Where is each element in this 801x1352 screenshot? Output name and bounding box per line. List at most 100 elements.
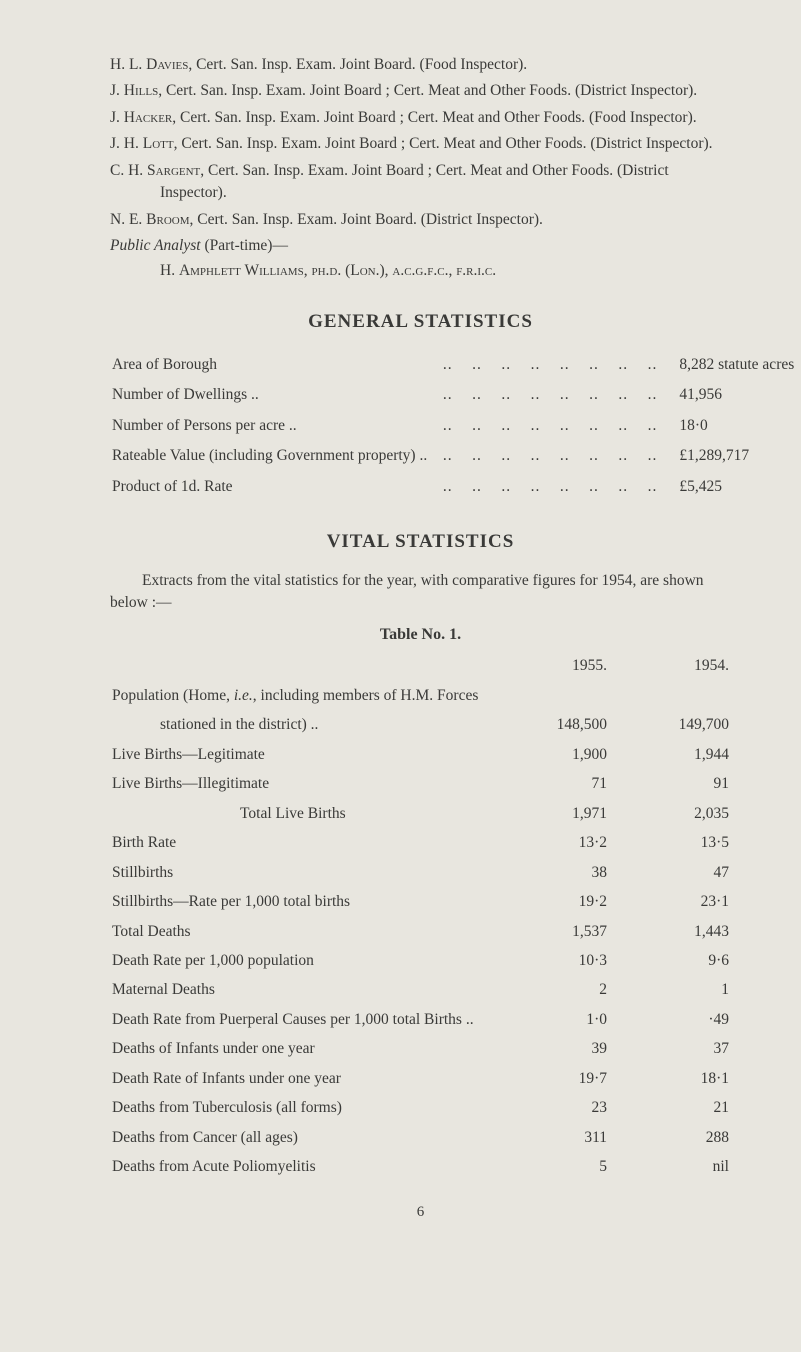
general-stats-heading: GENERAL STATISTICS [110,308,731,336]
general-label: Number of Dwellings .. [110,380,441,410]
vital-label: Deaths from Acute Poliomyelitis [110,1153,515,1182]
vital-label: Deaths from Cancer (all ages) [110,1123,515,1152]
vital-row: stationed in the district) ..148,500149,… [110,711,731,740]
general-value: 18·0 [659,411,796,441]
vital-intro: Extracts from the vital statistics for t… [110,570,731,615]
leader-dots [441,350,660,380]
inspector-initials: J. [110,82,124,99]
vital-value-1954: 47 [637,858,731,887]
vital-row: Deaths from Cancer (all ages)311288 [110,1123,731,1152]
vital-row: Death Rate of Infants under one year 19·7… [110,1064,731,1093]
vital-label-text: Live Births—Legitimate [112,746,265,763]
vital-label-text: Total Live Births [240,805,346,822]
vital-value-1955: 23 [515,1094,637,1123]
vital-row: Stillbirths—Rate per 1,000 total births1… [110,888,731,917]
vital-row: Live Births—Legitimate1,9001,944 [110,740,731,769]
vital-value-1954: ·49 [637,1005,731,1034]
vital-label-text: Live Births—Illegitimate [112,775,269,792]
inspector-entry: J. Hacker, Cert. San. Insp. Exam. Joint … [110,107,731,129]
vital-label: Live Births—Legitimate [110,740,515,769]
general-value: 8,282 statute acres [659,350,796,380]
vital-label-text: Deaths of Infants under one year [112,1040,315,1057]
analyst-line2-pre: H. [160,262,179,279]
population-line: Population (Home, i.e., including member… [110,681,731,710]
vital-label: Death Rate of Infants under one year [110,1064,515,1093]
general-label: Rateable Value (including Government pro… [110,441,441,471]
year-1954: 1954. [637,652,731,681]
analyst-line1-pre: Public Analyst [110,237,201,254]
vital-label: Death Rate from Puerperal Causes per 1,0… [110,1005,515,1034]
general-value: £1,289,717 [659,441,796,471]
inspector-initials: C. H. [110,162,147,179]
inspector-entry: J. H. Lott, Cert. San. Insp. Exam. Joint… [110,133,731,155]
analyst-quals: ph.d. (Lon.), a.c.g.f.c., f.r.i.c. [311,262,496,279]
inspector-initials: H. L. [110,56,146,73]
vital-label: Stillbirths [110,858,515,887]
general-row: Number of Dwellings .. 41,956 [110,380,796,410]
vital-stats-heading: VITAL STATISTICS [110,528,731,556]
inspector-initials: N. E. [110,211,146,228]
vital-value-1955: 38 [515,858,637,887]
vital-value-1955: 1,537 [515,917,637,946]
vital-row: Total Live Births1,9712,035 [110,799,731,828]
vital-value-1954: nil [637,1153,731,1182]
vital-value-1954: 18·1 [637,1064,731,1093]
vital-label-text: Death Rate per 1,000 population [112,952,314,969]
vital-label: Total Live Births [110,799,515,828]
vital-label-text: Deaths from Cancer (all ages) [112,1129,298,1146]
page-number: 6 [110,1202,731,1224]
vital-label-text: Birth Rate [112,834,176,851]
vital-label: Maternal Deaths [110,976,515,1005]
vital-value-1955: 311 [515,1123,637,1152]
inspector-surname: Hills [124,82,158,99]
vital-label: Deaths from Tuberculosis (all forms) [110,1094,515,1123]
inspector-surname: Sargent [147,162,200,179]
inspector-rest: , Cert. San. Insp. Exam. Joint Board ; C… [174,135,713,152]
inspector-surname: Davies [146,56,188,73]
public-analyst-line1: Public Analyst (Part-time)— [110,235,731,257]
vital-row: Death Rate from Puerperal Causes per 1,0… [110,1005,731,1034]
vital-label-text: Death Rate of Infants under one year [112,1070,341,1087]
general-label: Product of 1d. Rate [110,472,441,502]
vital-label-text: Maternal Deaths [112,981,215,998]
vital-label-text: Total Deaths [112,923,191,940]
vital-row: Stillbirths3847 [110,858,731,887]
leader-dots [441,472,660,502]
vital-value-1954: 23·1 [637,888,731,917]
inspector-surname: Lott [143,135,174,152]
general-label-text: Rateable Value (including Government pro… [112,447,439,464]
general-row: Area of Borough 8,282 statute acres [110,350,796,380]
inspector-list: H. L. Davies, Cert. San. Insp. Exam. Joi… [110,54,731,231]
public-analyst-line2: H. Amphlett Williams, ph.d. (Lon.), a.c.… [110,260,731,282]
vital-label: stationed in the district) .. [110,711,515,740]
inspector-surname: Broom [146,211,189,228]
leader-dots [441,380,660,410]
vital-row: Total Deaths1,5371,443 [110,917,731,946]
leader-dots [441,411,660,441]
vital-label: Live Births—Illegitimate [110,770,515,799]
vital-label: Total Deaths [110,917,515,946]
general-label: Area of Borough [110,350,441,380]
vital-row: Live Births—Illegitimate7191 [110,770,731,799]
inspector-rest: , Cert. San. Insp. Exam. Joint Board ; C… [172,109,696,126]
vital-value-1955: 39 [515,1035,637,1064]
inspector-rest: , Cert. San. Insp. Exam. Joint Board. (D… [190,211,543,228]
vital-value-1954: 1 [637,976,731,1005]
general-stats-table: Area of Borough 8,282 statute acresNumbe… [110,350,796,502]
table-caption: Table No. 1. [110,623,731,646]
general-row: Product of 1d. Rate £5,425 [110,472,796,502]
vital-row: Death Rate per 1,000 population10·39·6 [110,946,731,975]
vital-row: Deaths from Acute Poliomyelitis 5nil [110,1153,731,1182]
general-label-text: Product of 1d. Rate [112,478,244,495]
vital-value-1955: 1,900 [515,740,637,769]
vital-value-1955: 19·7 [515,1064,637,1093]
analyst-line1-post: (Part-time)— [201,237,288,254]
inspector-rest: , Cert. San. Insp. Exam. Joint Board. (F… [188,56,527,73]
general-row: Number of Persons per acre .. 18·0 [110,411,796,441]
inspector-rest: , Cert. San. Insp. Exam. Joint Board ; C… [158,82,697,99]
vital-label-text: Deaths from Acute Poliomyelitis [112,1158,316,1175]
vital-label-text: Death Rate from Puerperal Causes per 1,0… [112,1011,474,1028]
inspector-entry: N. E. Broom, Cert. San. Insp. Exam. Join… [110,209,731,231]
general-label-text: Area of Borough [112,356,229,373]
vital-value-1955: 5 [515,1153,637,1182]
